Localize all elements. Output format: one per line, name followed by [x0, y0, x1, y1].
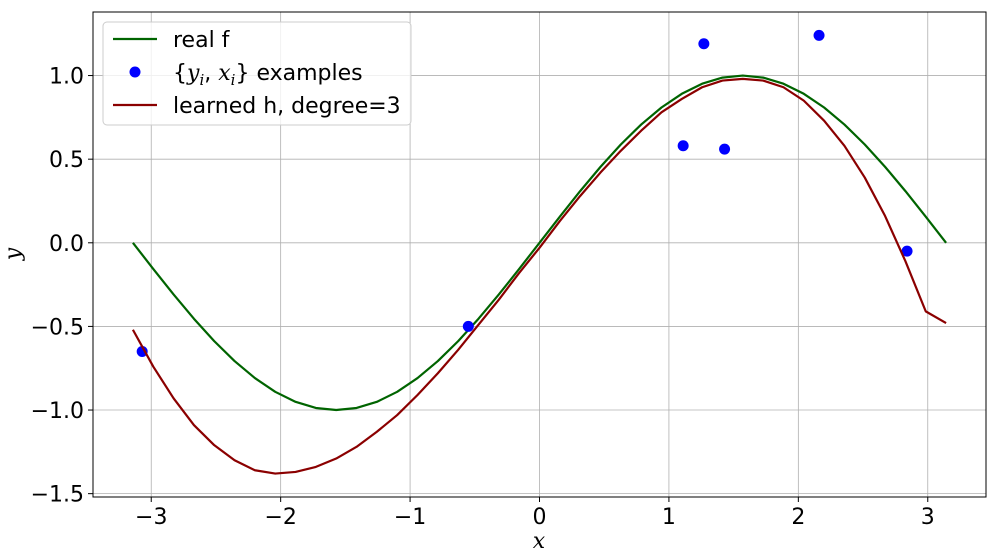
x-tick-label: −3	[135, 505, 167, 530]
series-line-learned-h-degree-3	[131, 77, 947, 475]
tick-labels: −3 −2 −1 0 1 2 3 −1.5 −1.0 −0.5 0.0 0.5 1.0	[31, 65, 935, 530]
y-tick-label: −1.5	[31, 483, 84, 508]
legend-box	[102, 21, 412, 126]
legend-swatch-examples	[129, 66, 141, 78]
data-point	[698, 38, 710, 50]
y-tick-label: 0.5	[49, 148, 84, 173]
y-tick-label: −0.5	[31, 315, 84, 340]
y-axis-title: y	[1, 247, 26, 261]
data-point	[719, 143, 731, 155]
x-tick-label: 0	[533, 505, 547, 530]
y-tick-label: 0.0	[49, 232, 84, 257]
y-tick-label: 1.0	[49, 65, 84, 90]
ticks	[88, 75, 929, 502]
data-point	[462, 320, 474, 332]
data-point	[901, 245, 913, 257]
data-point	[813, 29, 825, 41]
series-line-real-f	[132, 74, 947, 412]
x-tick-label: −2	[264, 505, 296, 530]
data-point	[136, 346, 148, 357]
data-point	[677, 140, 689, 152]
x-axis-title: x	[533, 529, 546, 554]
series-layer	[131, 29, 947, 475]
x-tick-label: 2	[791, 505, 805, 530]
x-tick-label: 3	[921, 505, 935, 530]
legend: real f {yi, xi} examples learned h, degr…	[102, 21, 412, 126]
legend-label-learned-h: learned h, degree=3	[173, 94, 401, 119]
x-tick-label: −1	[394, 505, 426, 530]
legend-label-real-f: real f	[173, 28, 231, 53]
y-tick-label: −1.0	[31, 399, 84, 424]
x-tick-label: 1	[662, 505, 676, 530]
legend-label-examples: {yi, xi} examples	[173, 61, 363, 89]
